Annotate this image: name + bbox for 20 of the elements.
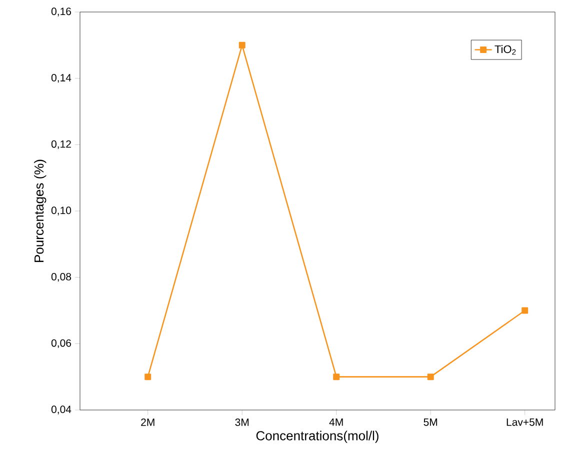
y-tick-label: 0,10 <box>51 206 72 216</box>
x-axis-title: Concentrations(mol/l) <box>256 430 378 443</box>
x-tick-label: Lav+5M <box>506 418 543 426</box>
x-tick-label: 3M <box>235 418 249 426</box>
point <box>333 374 340 380</box>
x-tick-label: 4M <box>329 418 343 426</box>
point <box>238 42 246 48</box>
legend-label: TiO$_{2}$ <box>494 45 516 55</box>
y-tick-label: 0,04 <box>51 406 72 414</box>
y-tick-label: 0,16 <box>51 8 72 16</box>
x-tick-label: 5M <box>424 418 438 426</box>
point <box>522 307 528 314</box>
x-tick-label: 2M <box>141 418 154 426</box>
point <box>144 374 152 380</box>
y-tick-label: 0,08 <box>51 273 72 282</box>
y-axis-title: Pourcentages (%) <box>34 160 46 262</box>
y-tick-label: 0,06 <box>51 339 72 348</box>
y-tick-label: 0,14 <box>51 74 72 83</box>
point <box>427 374 434 380</box>
y-tick-label: 0,12 <box>51 140 71 149</box>
